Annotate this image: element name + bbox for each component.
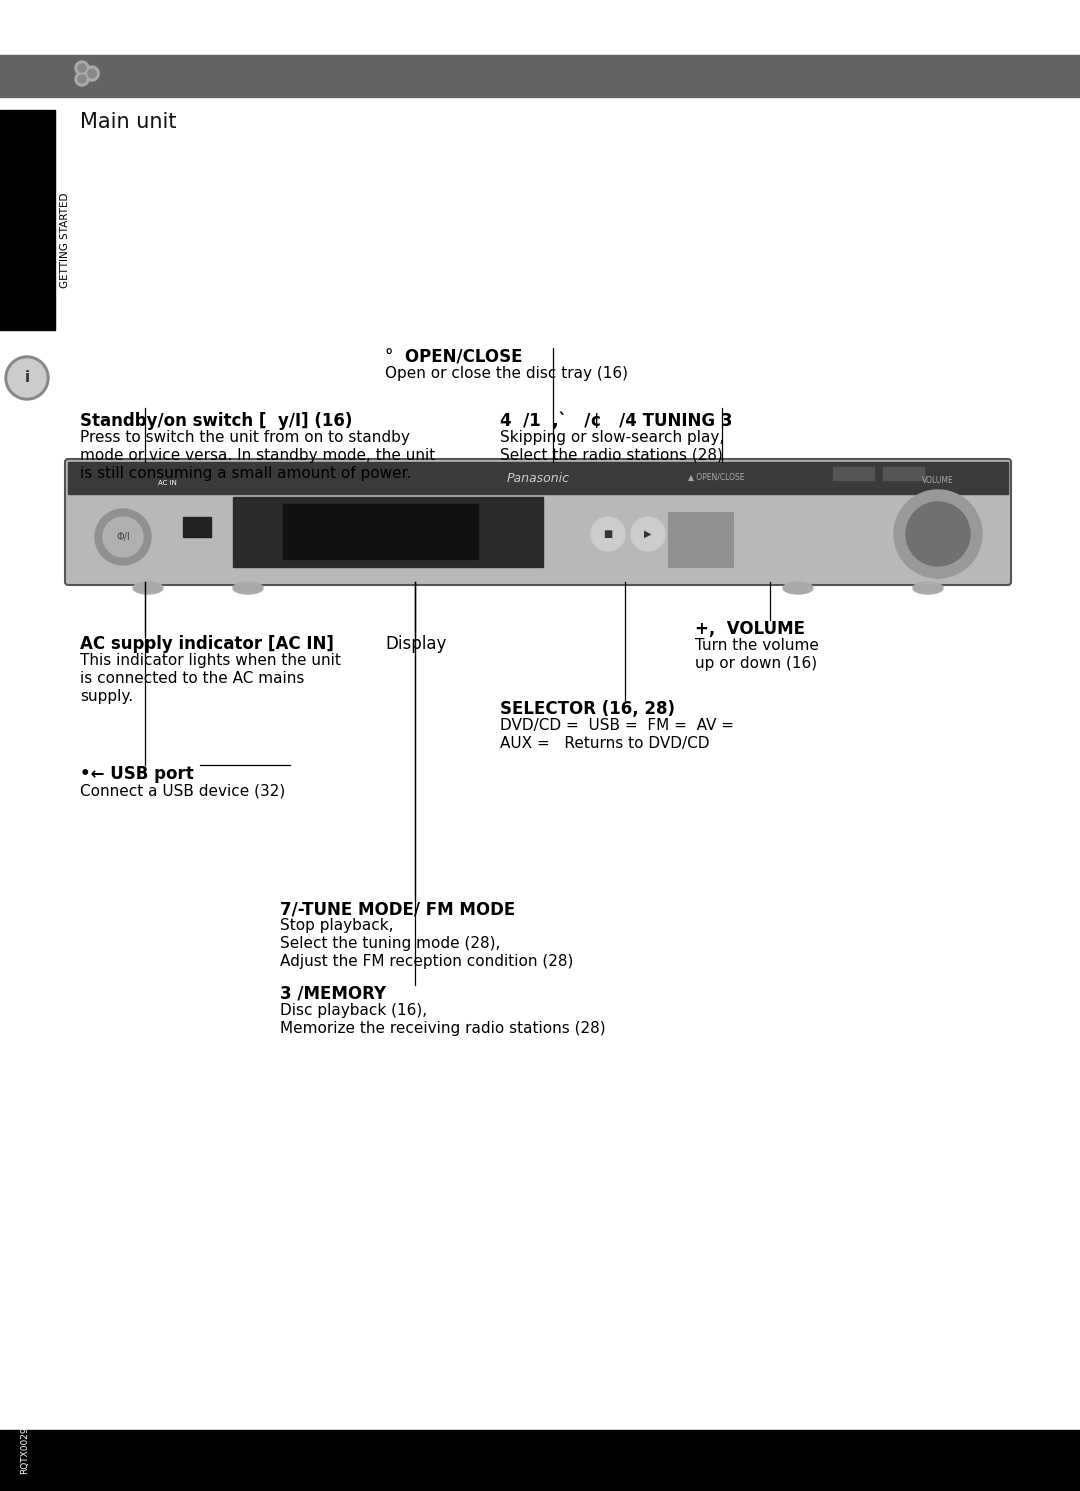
Text: Memorize the receiving radio stations (28): Memorize the receiving radio stations (2… bbox=[280, 1021, 606, 1036]
Ellipse shape bbox=[913, 581, 943, 593]
Circle shape bbox=[78, 64, 86, 72]
Text: 3 /MEMORY: 3 /MEMORY bbox=[280, 986, 387, 1003]
Text: up or down (16): up or down (16) bbox=[696, 656, 818, 671]
Bar bbox=[0, 55, 1080, 97]
Text: Φ/I: Φ/I bbox=[117, 532, 130, 543]
Circle shape bbox=[78, 75, 86, 83]
Bar bbox=[0, 110, 55, 330]
Circle shape bbox=[894, 491, 982, 579]
Text: GETTING STARTED: GETTING STARTED bbox=[60, 192, 70, 288]
Text: mode or vice versa. In standby mode, the unit: mode or vice versa. In standby mode, the… bbox=[80, 447, 435, 464]
Text: Press to switch the unit from on to standby: Press to switch the unit from on to stan… bbox=[80, 429, 410, 444]
Text: Open or close the disc tray (16): Open or close the disc tray (16) bbox=[384, 365, 627, 382]
Text: Turn the volume: Turn the volume bbox=[696, 638, 819, 653]
Circle shape bbox=[85, 66, 99, 81]
Bar bbox=[669, 511, 733, 567]
Text: +,  VOLUME: +, VOLUME bbox=[696, 620, 805, 638]
Ellipse shape bbox=[233, 581, 264, 593]
Text: ▲ OPEN/CLOSE: ▲ OPEN/CLOSE bbox=[688, 473, 744, 482]
Bar bbox=[283, 504, 478, 559]
Ellipse shape bbox=[133, 581, 163, 593]
Text: RQTX0029: RQTX0029 bbox=[21, 1427, 29, 1473]
Text: Select the tuning mode (28),: Select the tuning mode (28), bbox=[280, 936, 500, 951]
Text: Disc playback (16),: Disc playback (16), bbox=[280, 1003, 427, 1018]
Circle shape bbox=[631, 517, 665, 552]
Text: Select the radio stations (28): Select the radio stations (28) bbox=[500, 447, 723, 464]
Circle shape bbox=[591, 517, 625, 552]
Text: °  OPEN/CLOSE: ° OPEN/CLOSE bbox=[384, 347, 523, 365]
Circle shape bbox=[75, 61, 89, 75]
Bar bbox=[68, 462, 1008, 494]
Text: Skipping or slow-search play,: Skipping or slow-search play, bbox=[500, 429, 725, 444]
Circle shape bbox=[5, 356, 49, 400]
Text: 7/-TUNE MODE/ FM MODE: 7/-TUNE MODE/ FM MODE bbox=[280, 901, 515, 918]
Text: Main unit: Main unit bbox=[80, 112, 176, 133]
Text: AUX =   Returns to DVD/CD: AUX = Returns to DVD/CD bbox=[500, 737, 710, 751]
Bar bbox=[833, 467, 875, 482]
Text: AC supply indicator [AC IN]: AC supply indicator [AC IN] bbox=[80, 635, 334, 653]
Circle shape bbox=[103, 517, 143, 558]
Circle shape bbox=[87, 70, 96, 78]
Text: VOLUME: VOLUME bbox=[922, 476, 954, 485]
Bar bbox=[0, 1430, 1080, 1491]
Text: is connected to the AC mains: is connected to the AC mains bbox=[80, 671, 305, 686]
Circle shape bbox=[87, 69, 96, 78]
Text: ▶: ▶ bbox=[645, 529, 651, 540]
Text: 4  /1  ,`   /¢   /4 TUNING 3: 4 /1 ,` /¢ /4 TUNING 3 bbox=[500, 412, 732, 429]
Circle shape bbox=[85, 67, 99, 81]
Text: Adjust the FM reception condition (28): Adjust the FM reception condition (28) bbox=[280, 954, 573, 969]
Text: Standby/on switch [  y/I] (16): Standby/on switch [ y/I] (16) bbox=[80, 412, 352, 429]
FancyBboxPatch shape bbox=[65, 459, 1011, 584]
Text: This indicator lights when the unit: This indicator lights when the unit bbox=[80, 653, 341, 668]
Text: Display: Display bbox=[384, 635, 446, 653]
Circle shape bbox=[75, 72, 89, 86]
Text: SELECTOR (16, 28): SELECTOR (16, 28) bbox=[500, 699, 675, 719]
Ellipse shape bbox=[783, 581, 813, 593]
Bar bbox=[183, 517, 211, 537]
Text: ■: ■ bbox=[604, 529, 612, 540]
Bar bbox=[883, 467, 924, 482]
Text: Panasonic: Panasonic bbox=[507, 473, 569, 486]
Text: Connect a USB device (32): Connect a USB device (32) bbox=[80, 783, 285, 798]
Text: •← USB port: •← USB port bbox=[80, 765, 193, 783]
Text: supply.: supply. bbox=[80, 689, 133, 704]
Text: is still consuming a small amount of power.: is still consuming a small amount of pow… bbox=[80, 467, 411, 482]
Circle shape bbox=[906, 502, 970, 567]
Text: Stop playback,: Stop playback, bbox=[280, 918, 393, 933]
Circle shape bbox=[95, 508, 151, 565]
Text: DVD/CD =  USB =  FM =  AV =: DVD/CD = USB = FM = AV = bbox=[500, 719, 734, 734]
Text: AC IN: AC IN bbox=[158, 480, 177, 486]
Text: i: i bbox=[25, 370, 29, 386]
Bar bbox=[233, 497, 543, 567]
Circle shape bbox=[8, 359, 46, 397]
